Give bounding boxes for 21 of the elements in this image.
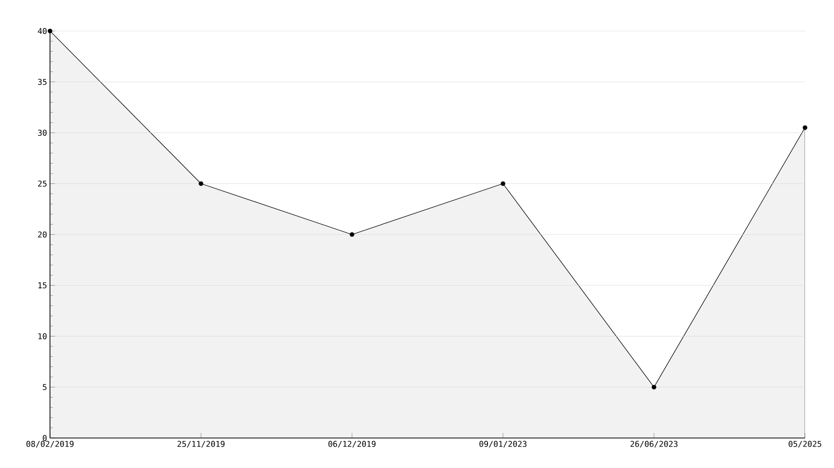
x-tick-label: 05/2025 — [788, 440, 822, 448]
point — [802, 125, 808, 130]
x-tick-label: 26/06/2023 — [630, 440, 678, 448]
x-tick-label: 06/12/2019 — [328, 440, 376, 448]
y-tick-label: 25 — [38, 180, 46, 187]
y-tick-label: 10 — [38, 333, 47, 340]
point — [48, 28, 52, 34]
y-tick-label: 0 — [42, 434, 47, 442]
y-tick-label: 35 — [38, 78, 46, 85]
y-tick-label: 40 — [38, 28, 47, 34]
y-tick-label: 20 — [38, 231, 47, 238]
point — [652, 384, 656, 390]
x-tick-label: 08/02/2019 — [26, 440, 74, 448]
point — [500, 181, 506, 186]
y-tick-label: 15 — [38, 282, 46, 288]
x-tick-label: 25/11/2019 — [178, 440, 225, 448]
y-tick-label: 5 — [42, 384, 46, 390]
point — [198, 181, 204, 186]
y-tick-label: 30 — [38, 130, 47, 136]
x-tick-label: 09/01/2023 — [479, 440, 526, 448]
point — [350, 232, 354, 237]
